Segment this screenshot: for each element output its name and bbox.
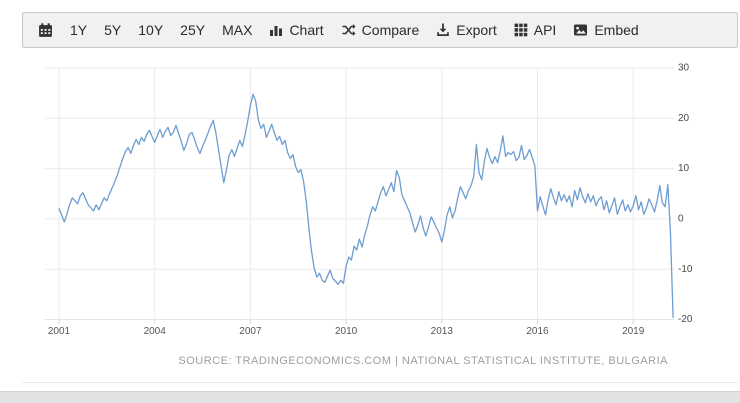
embed-button[interactable]: Embed xyxy=(573,22,639,38)
shuffle-icon xyxy=(342,24,356,36)
range-5y-button[interactable]: 5Y xyxy=(104,22,121,38)
x-axis-tick-label: 2004 xyxy=(144,326,167,337)
bar-chart-icon xyxy=(270,26,283,36)
page-footer-band xyxy=(0,391,740,403)
download-icon xyxy=(437,23,450,36)
image-icon xyxy=(574,24,588,36)
grid-icon xyxy=(514,23,528,37)
chart-type-label: Chart xyxy=(289,22,324,38)
export-label: Export xyxy=(456,22,497,38)
calendar-icon xyxy=(39,22,52,37)
compare-button[interactable]: Compare xyxy=(341,22,420,38)
api-button[interactable]: API xyxy=(514,22,557,38)
chart-plot-area[interactable]: 30 20 10 0 -10 -20 2001 2004 2007 2010 2013 2016 201… xyxy=(0,48,740,348)
widget-bottom-border xyxy=(22,382,738,383)
range-5y-label: 5Y xyxy=(104,22,122,38)
range-max-label: MAX xyxy=(222,22,253,38)
range-1y-button[interactable]: 1Y xyxy=(70,22,87,38)
y-axis-tick-label: 20 xyxy=(678,113,690,124)
api-label: API xyxy=(533,22,557,38)
chart-toolbar: 1Y 5Y 10Y 25Y MAX Chart xyxy=(22,12,738,48)
export-button[interactable]: Export xyxy=(436,22,497,38)
x-axis-tick-label: 2019 xyxy=(622,326,645,337)
y-axis-tick-label: -10 xyxy=(678,264,693,275)
range-25y-button[interactable]: 25Y xyxy=(180,22,205,38)
data-series-line xyxy=(58,93,674,319)
x-axis-tick-label: 2001 xyxy=(48,326,71,337)
embed-label: Embed xyxy=(594,22,639,38)
x-axis-tick-label: 2010 xyxy=(335,326,358,337)
range-1y-label: 1Y xyxy=(70,22,88,38)
x-axis-tick-label: 2016 xyxy=(526,326,549,337)
y-axis-tick-label: -20 xyxy=(678,314,693,325)
source-attribution: SOURCE: TRADINGECONOMICS.COM | NATIONAL … xyxy=(178,355,668,367)
chart-type-button[interactable]: Chart xyxy=(269,22,324,38)
compare-label: Compare xyxy=(361,22,420,38)
y-axis-tick-label: 30 xyxy=(678,63,690,74)
range-10y-label: 10Y xyxy=(138,22,164,38)
x-axis-tick-label: 2007 xyxy=(239,326,262,337)
range-max-button[interactable]: MAX xyxy=(222,22,252,38)
calendar-button[interactable] xyxy=(38,22,53,38)
range-25y-label: 25Y xyxy=(180,22,206,38)
x-axis-tick-label: 2013 xyxy=(431,326,454,337)
chart-canvas[interactable]: 30 20 10 0 -10 -20 2001 2004 2007 2010 2013 2016 201… xyxy=(0,48,740,353)
y-axis-tick-label: 10 xyxy=(678,163,690,174)
range-10y-button[interactable]: 10Y xyxy=(138,22,163,38)
y-axis-tick-label: 0 xyxy=(678,214,684,225)
